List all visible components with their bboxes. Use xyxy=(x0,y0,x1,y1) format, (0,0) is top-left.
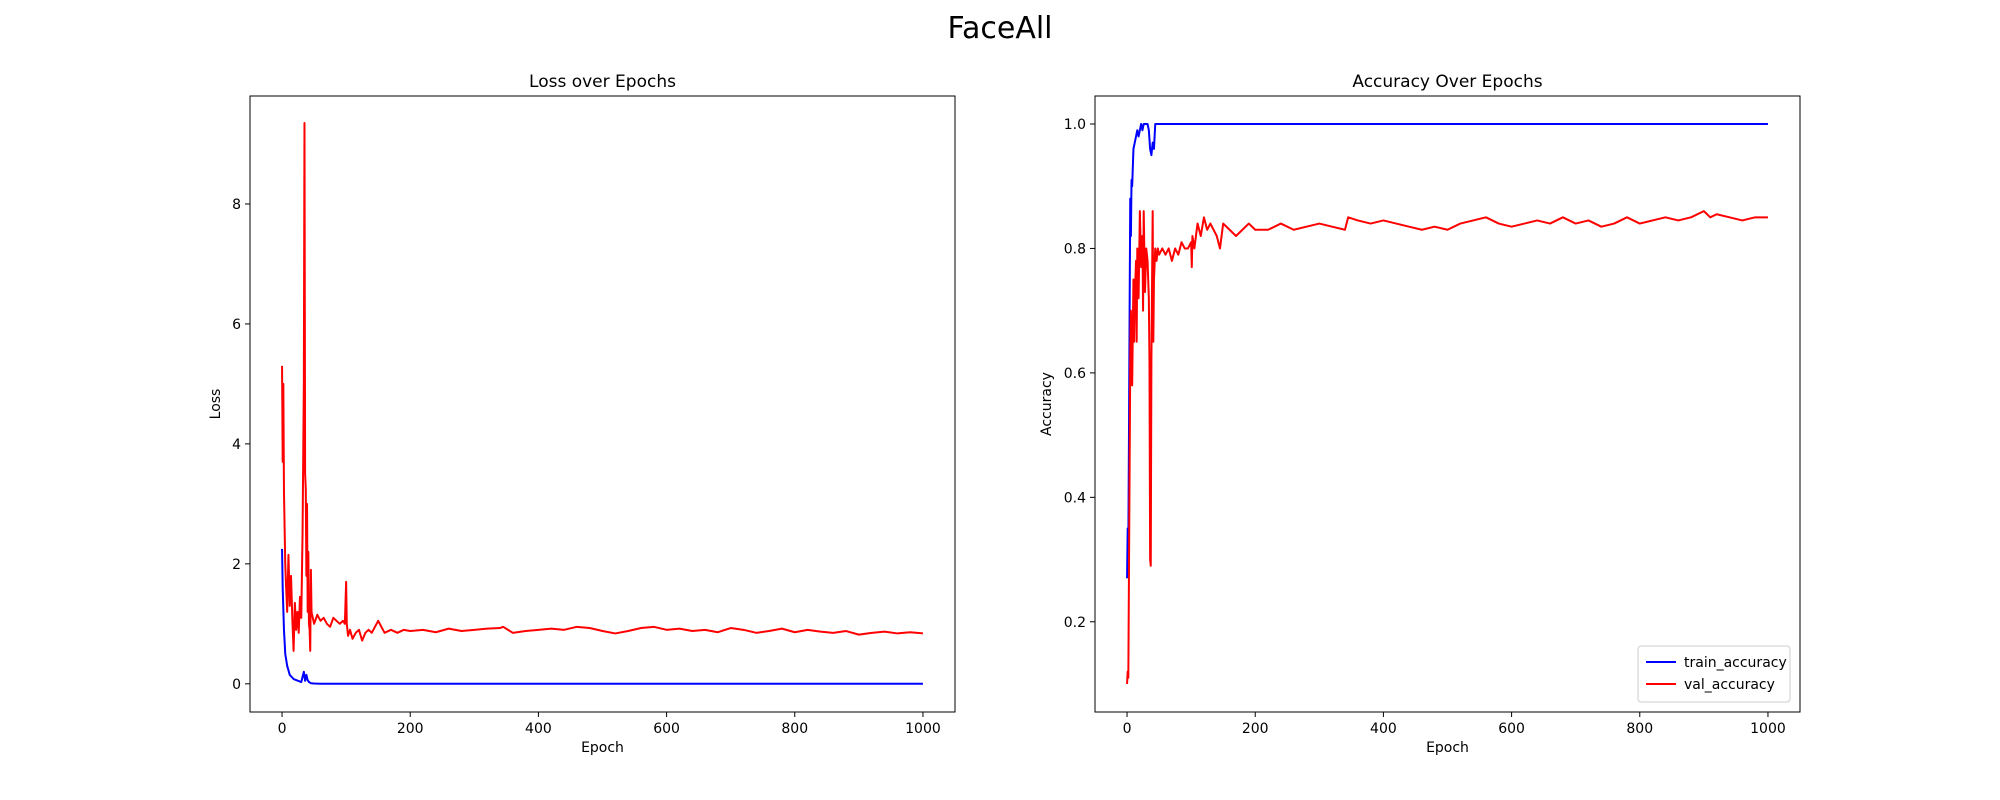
x-tick-label: 600 xyxy=(653,721,680,737)
y-tick-label: 0.4 xyxy=(1064,490,1086,506)
y-tick-label: 4 xyxy=(232,437,241,453)
series-line-0 xyxy=(281,548,923,685)
x-tick-label: 400 xyxy=(525,721,552,737)
x-tick-label: 200 xyxy=(1242,721,1269,737)
figure-title: FaceAll xyxy=(947,11,1052,46)
y-tick-label: 6 xyxy=(232,317,241,333)
axes-title: Accuracy Over Epochs xyxy=(1352,72,1542,92)
x-axis-label: Epoch xyxy=(1426,740,1469,756)
axes-frame xyxy=(249,95,956,713)
x-axis-label: Epoch xyxy=(581,740,624,756)
loss-chart: 0 200 400 600 800 1000 0 2 4 6 8 Loss over Epochs Ep… xyxy=(208,72,956,756)
series-line-train-accuracy xyxy=(1126,123,1768,579)
y-tick-label: 1.0 xyxy=(1064,117,1086,133)
y-tick-label: 0.2 xyxy=(1064,615,1086,631)
x-tick-label: 400 xyxy=(1370,721,1397,737)
series-line-val-accuracy xyxy=(1126,210,1768,685)
legend-label: val_accuracy xyxy=(1684,677,1775,693)
x-tick-label: 800 xyxy=(781,721,808,737)
accuracy-chart: 0 200 400 600 800 1000 0.2 0.4 0.6 0.8 1.0 Accuracy… xyxy=(1039,72,1801,756)
axes-title: Loss over Epochs xyxy=(529,72,676,92)
legend-label: train_accuracy xyxy=(1684,655,1787,671)
y-tick-label: 8 xyxy=(232,197,241,213)
x-tick-label: 1000 xyxy=(905,721,941,737)
y-axis-label: Accuracy xyxy=(1039,372,1055,436)
y-tick-label: 0 xyxy=(232,677,241,693)
x-tick-label: 1000 xyxy=(1750,721,1786,737)
x-tick-label: 0 xyxy=(1123,721,1132,737)
x-tick-label: 600 xyxy=(1498,721,1525,737)
legend: train_accuracy val_accuracy xyxy=(1637,645,1791,703)
y-axis-label: Loss xyxy=(208,389,224,420)
y-tick-label: 0.8 xyxy=(1064,241,1086,257)
series-line-1 xyxy=(281,121,924,652)
x-tick-label: 800 xyxy=(1626,721,1653,737)
x-tick-label: 0 xyxy=(278,721,287,737)
y-tick-label: 0.6 xyxy=(1064,366,1086,382)
x-tick-label: 200 xyxy=(397,721,424,737)
y-tick-label: 2 xyxy=(232,557,241,573)
axes-frame xyxy=(1094,95,1801,713)
legend-box xyxy=(1637,645,1791,703)
